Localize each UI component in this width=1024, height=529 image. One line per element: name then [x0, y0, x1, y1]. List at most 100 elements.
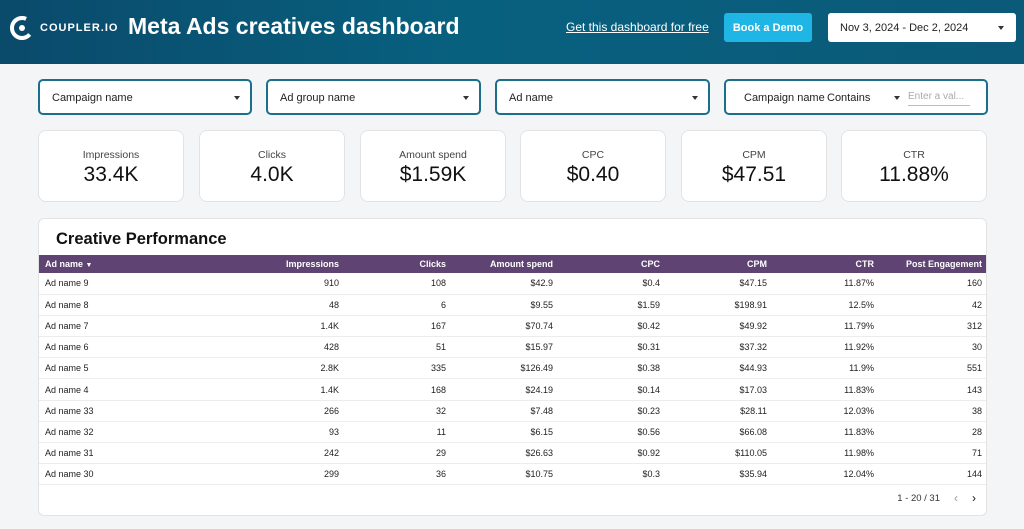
table-cell: Ad name 33 — [45, 405, 94, 416]
pagination-range: 1 - 20 / 31 — [897, 492, 940, 504]
table-row[interactable]: Ad name 8 48 6 $9.55 $1.59 $198.91 12.5% 42 — [39, 294, 986, 316]
coupler-logo[interactable]: COUPLER.IO — [10, 16, 118, 40]
table-cell: $0.42 — [637, 320, 660, 331]
kpi-card-impressions: Impressions 33.4K — [38, 130, 184, 202]
date-range-picker[interactable]: Nov 3, 2024 - Dec 2, 2024 — [828, 13, 1016, 42]
kpi-card-cpm: CPM $47.51 — [681, 130, 827, 202]
table-cell: 335 — [430, 363, 446, 374]
header-bar: COUPLER.IO Meta Ads creatives dashboard … — [0, 0, 1024, 64]
table-cell: $47.15 — [739, 278, 767, 289]
table-row[interactable]: Ad name 9 910 108 $42.9 $0.4 $47.15 11.87% 160 — [39, 273, 986, 295]
column-header-ctr[interactable]: CTR — [855, 259, 875, 269]
kpi-card-clicks: Clicks 4.0K — [199, 130, 345, 202]
table-row[interactable]: Ad name 6 428 51 $15.97 $0.31 $37.32 11.92% 30 — [39, 337, 986, 358]
table-cell: $126.49 — [520, 363, 553, 374]
campaign-name-dropdown[interactable]: Campaign name — [38, 79, 252, 115]
table-row[interactable]: Ad name 5 2.8K 335 $126.49 $0.38 $44.93 11.9% 5… — [39, 358, 986, 379]
table-cell: 11.98% — [844, 448, 874, 459]
creative-performance-table: Ad name ▼ Impressions Clicks Amount spen… — [39, 255, 986, 485]
table-header-row: Ad name ▼ Impressions Clicks Amount spen… — [39, 255, 986, 273]
table-cell: $42.9 — [530, 278, 553, 289]
table-row[interactable]: Ad name 30 299 36 $10.75 $0.3 $35.94 12.04% 144 — [39, 464, 986, 485]
table-cell: $15.97 — [525, 342, 553, 353]
table-cell: $17.03 — [739, 384, 767, 395]
table-cell: 312 — [966, 320, 982, 331]
table-cell: 11.79% — [844, 320, 874, 331]
table-cell: $66.08 — [739, 426, 767, 437]
chevron-left-icon[interactable]: ‹ — [954, 491, 958, 505]
filter-label: Campaign name — [744, 92, 825, 104]
kpi-label: Amount spend — [399, 149, 467, 161]
chevron-down-icon — [998, 26, 1004, 30]
kpi-label: Clicks — [258, 149, 286, 161]
table-cell: $0.3 — [642, 469, 660, 480]
table-cell: 30 — [971, 342, 982, 353]
table-row[interactable]: Ad name 31 242 29 $26.63 $0.92 $110.05 11.98% 7… — [39, 443, 986, 464]
table-cell: 93 — [328, 426, 339, 437]
table-row[interactable]: Ad name 4 1.4K 168 $24.19 $0.14 $17.03 11.83% 1… — [39, 379, 986, 401]
column-header-cpm[interactable]: CPM — [747, 259, 767, 269]
table-row[interactable]: Ad name 32 93 11 $6.15 $0.56 $66.08 11.83% 28 — [39, 421, 986, 443]
table-cell: Ad name 4 — [45, 384, 89, 395]
table-cell: $70.74 — [525, 320, 553, 331]
column-header-ad-name[interactable]: Ad name ▼ — [39, 255, 239, 273]
table-cell: $6.15 — [530, 426, 553, 437]
chevron-down-icon — [463, 96, 469, 100]
get-dashboard-link[interactable]: Get this dashboard for free — [566, 20, 709, 34]
table-cell: $0.14 — [637, 384, 660, 395]
column-header-impressions[interactable]: Impressions — [285, 259, 339, 269]
date-range-value: Nov 3, 2024 - Dec 2, 2024 — [840, 21, 969, 34]
table-cell: $110.05 — [735, 448, 767, 459]
filter-value-input[interactable]: Enter a val... — [908, 91, 970, 106]
page-title: Meta Ads creatives dashboard — [128, 13, 460, 39]
table-cell: 168 — [430, 384, 446, 395]
table-cell: 266 — [323, 405, 339, 416]
table-cell: 6 — [440, 299, 446, 310]
table-cell: 12.04% — [843, 469, 874, 480]
column-header-label: Ad name — [45, 259, 84, 269]
table-cell: Ad name 32 — [45, 426, 94, 437]
ad-group-name-dropdown[interactable]: Ad group name — [266, 79, 481, 115]
table-cell: 551 — [966, 363, 982, 374]
table-cell: 11.83% — [844, 384, 874, 395]
kpi-card-amount-spend: Amount spend $1.59K — [360, 130, 506, 202]
column-header-post-engagement[interactable]: Post Engagement — [905, 259, 982, 269]
table-cell: 1.4K — [320, 384, 339, 395]
table-cell: 12.5% — [848, 299, 874, 310]
chevron-down-icon — [234, 96, 240, 100]
dropdown-label: Campaign name — [52, 92, 133, 104]
table-cell: $0.23 — [637, 405, 660, 416]
table-cell: $35.94 — [739, 469, 767, 480]
table-cell: Ad name 9 — [45, 278, 89, 289]
dropdown-label: Ad name — [509, 92, 554, 104]
column-header-clicks[interactable]: Clicks — [419, 259, 446, 269]
table-row[interactable]: Ad name 33 266 32 $7.48 $0.23 $28.11 12.03% 38 — [39, 400, 986, 422]
kpi-value: 11.88% — [879, 163, 949, 186]
kpi-value: 33.4K — [83, 163, 139, 186]
logo-text: COUPLER.IO — [40, 22, 119, 34]
table-cell: $0.56 — [637, 426, 660, 437]
book-demo-button[interactable]: Book a Demo — [724, 13, 812, 42]
kpi-value: $47.51 — [721, 163, 787, 186]
table-cell: 299 — [323, 469, 339, 480]
table-cell: $0.4 — [642, 278, 660, 289]
filter-operator-select[interactable]: Contains — [827, 92, 871, 104]
table-cell: $1.59 — [637, 299, 660, 310]
table-cell: $198.91 — [734, 299, 767, 310]
table-cell: 167 — [430, 320, 446, 331]
table-cell: 12.03% — [843, 405, 874, 416]
chevron-right-icon[interactable]: › — [972, 491, 976, 505]
table-row[interactable]: Ad name 7 1.4K 167 $70.74 $0.42 $49.92 11.79% 3… — [39, 315, 986, 337]
column-header-amount-spend[interactable]: Amount spend — [490, 259, 553, 269]
dropdown-label: Ad group name — [280, 92, 356, 104]
column-header-cpc[interactable]: CPC — [640, 259, 660, 269]
table-cell: Ad name 30 — [45, 469, 94, 480]
kpi-label: Impressions — [82, 149, 140, 161]
table-cell: $44.93 — [739, 363, 767, 374]
table-cell: 71 — [971, 448, 982, 459]
table-cell: $26.63 — [525, 448, 553, 459]
table-cell: $37.32 — [739, 342, 767, 353]
ad-name-dropdown[interactable]: Ad name — [495, 79, 710, 115]
table-cell: 11.83% — [844, 426, 874, 437]
kpi-card-ctr: CTR 11.88% — [841, 130, 987, 202]
